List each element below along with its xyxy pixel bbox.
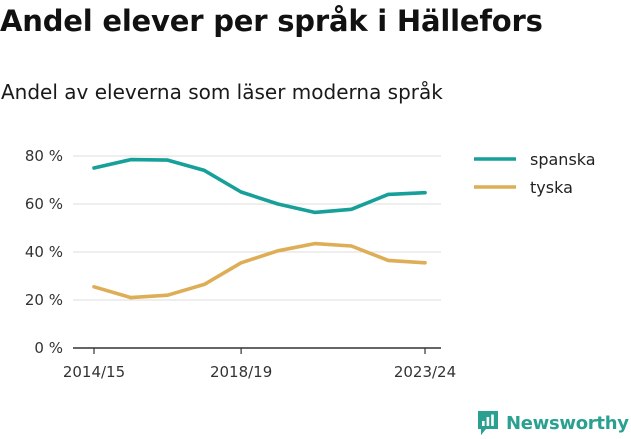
brand-name: Newsworthy [506,412,629,434]
y-tick-label: 60 % [25,195,63,213]
bar-chart-icon [478,411,498,435]
chart-subtitle: Andel av eleverna som läser moderna språ… [1,80,443,104]
newsworthy-logo: Newsworthy [476,407,629,439]
legend-label-tyska: tyska [530,178,573,197]
data-point-tyska [386,258,390,262]
data-point-spanska [202,168,206,172]
data-point-tyska [239,261,243,265]
data-point-tyska [202,282,206,286]
chart-title: Andel elever per språk i Hällefors [0,4,543,38]
data-point-tyska [165,293,170,297]
data-point-tyska [313,242,317,246]
y-tick-label: 20 % [25,291,63,309]
data-point-spanska [165,158,170,162]
x-tick-label: 2018/19 [210,363,272,381]
y-tick-label: 80 % [25,147,63,165]
data-point-tyska [129,296,133,300]
x-axis: 2014/15 2018/19 2023/24 [63,347,456,381]
data-point-tyska [276,249,280,253]
data-point-tyska [423,261,427,265]
data-point-tyska [92,285,96,289]
data-point-spanska [129,158,133,162]
data-point-spanska [386,192,390,196]
y-tick-label: 40 % [25,243,63,261]
legend: spanska tyska [474,150,596,197]
data-point-tyska [349,244,354,248]
data-point-spanska [313,210,317,214]
y-axis-labels: 0 % 20 % 40 % 60 % 80 % [25,147,63,357]
data-point-spanska [276,202,280,206]
series-line-spanska [92,157,427,215]
x-tick-label: 2023/24 [394,363,456,381]
series-lines [92,157,427,300]
legend-label-spanska: spanska [530,150,596,169]
data-point-spanska [349,207,354,211]
data-point-spanska [239,190,243,194]
grid-lines [73,155,441,301]
y-tick-label: 0 % [34,339,63,357]
data-point-spanska [423,191,427,195]
x-tick-label: 2014/15 [63,363,125,381]
data-point-spanska [92,166,96,170]
series-line-tyska [92,241,427,300]
